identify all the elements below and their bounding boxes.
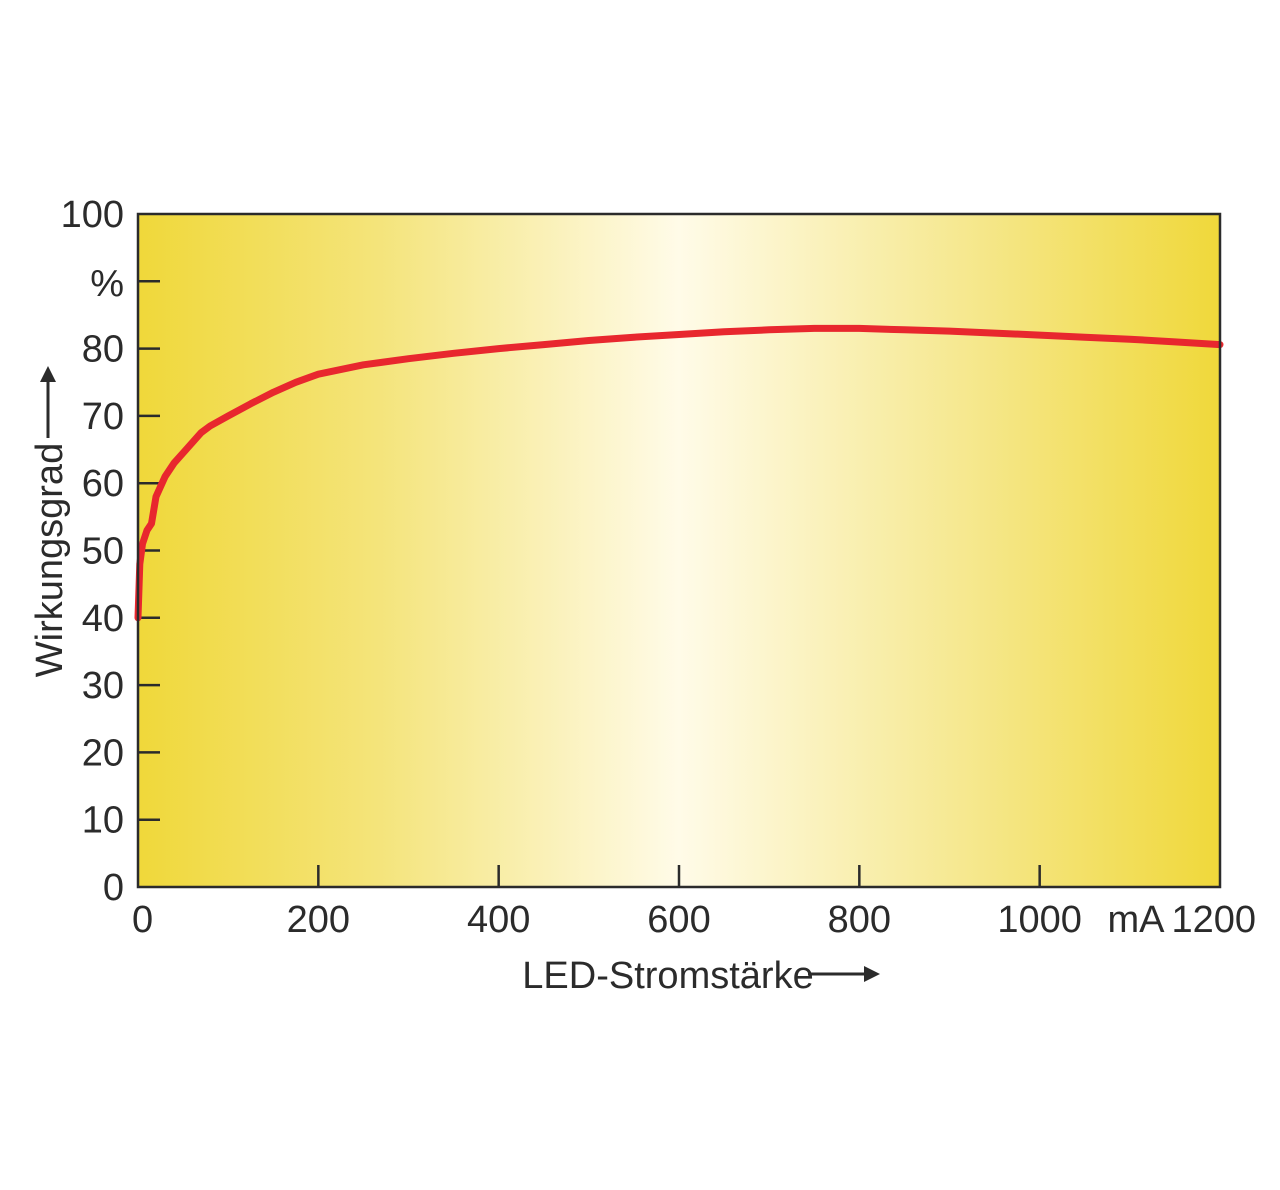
x-tick-label-1200: 1200	[1171, 899, 1256, 941]
efficiency-series-line	[134, 324, 1224, 622]
x-tick-label-0: 0	[132, 899, 153, 941]
y-tick-label-70: 70	[82, 396, 124, 438]
x-tick-label-1000: 1000	[997, 899, 1082, 941]
y-unit-label: %	[90, 263, 124, 305]
x-tick-label-200: 200	[287, 899, 350, 941]
x-unit-label: mA	[1108, 899, 1166, 941]
y-tick-label-60: 60	[82, 463, 124, 505]
x-tick-label-400: 400	[467, 899, 530, 941]
x-tick-label-800: 800	[828, 899, 891, 941]
y-axis-title: Wirkungsgrad	[29, 443, 71, 677]
y-tick-label-50: 50	[82, 531, 124, 573]
x-axis-title-group: LED-Stromstärke	[522, 955, 880, 997]
y-axis-arrow-head	[40, 366, 56, 382]
x-axis-title: LED-Stromstärke	[522, 955, 813, 997]
plot-background	[138, 214, 1220, 887]
plot-frame	[136, 212, 1222, 889]
y-tick-label-20: 20	[82, 732, 124, 774]
y-tick-label-40: 40	[82, 598, 124, 640]
y-tick-label-30: 30	[82, 665, 124, 707]
y-tick-label-80: 80	[82, 329, 124, 371]
x-axis-arrow-head	[864, 966, 880, 982]
y-tick-label-10: 10	[82, 800, 124, 842]
x-tick-label-600: 600	[647, 899, 710, 941]
y-tick-label-0: 0	[103, 867, 124, 909]
y-tick-label-100: 100	[61, 194, 124, 236]
axis-ticks	[138, 280, 1041, 887]
y-axis-title-group: Wirkungsgrad	[29, 366, 71, 677]
